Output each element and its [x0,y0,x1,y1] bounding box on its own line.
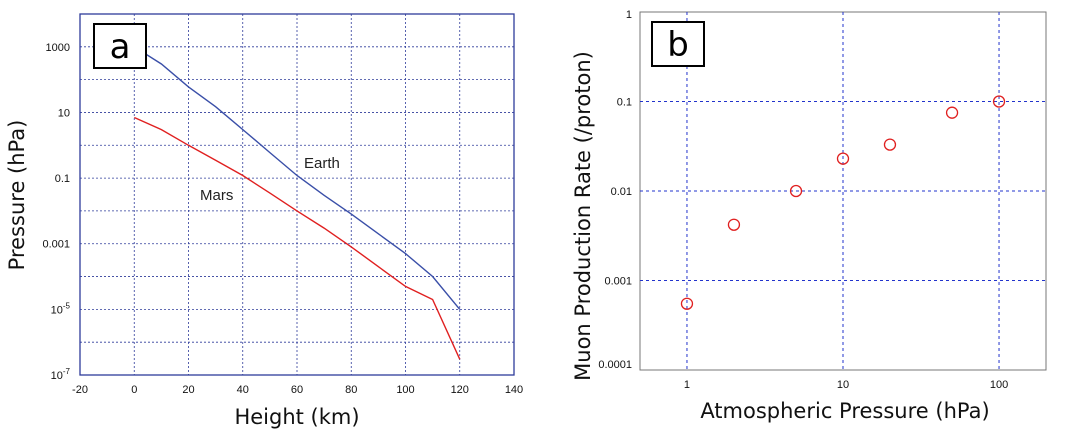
panel-a-y-tick-0-00001: 10-5 [51,301,71,316]
data-point-3 [789,184,803,198]
panel-a-y-tick-0-1: 0.1 [55,173,70,185]
panel-b-letter-box [651,21,705,67]
panel-a-y-axis-label: Pressure (hPa) [5,120,29,271]
panel-a-x-tick-labels: -20 0 20 40 60 80 100 120 140 [72,384,523,396]
data-point-4 [836,152,850,165]
panel-b-y-tick-0-01: 0.01 [611,186,632,198]
data-point-5 [883,138,897,151]
panel-a-y-tick-10: 10 [58,107,70,119]
panel-a-letter-box [93,23,147,69]
panel-b-chart: 1 10 100 1 0.1 0.01 0.001 0.0001 b Atmospheric… [571,9,1047,423]
mars-series-label: Mars [200,187,233,204]
panel-b-grid [640,12,1046,370]
panel-b-y-tick-0-1: 0.1 [617,97,632,109]
series-line-earth [133,46,461,310]
panel-b-x-tick-100: 100 [990,379,1008,391]
panel-b-x-tick-1: 1 [684,379,690,391]
panel-a-letter: a [110,27,131,67]
series-line-mars [134,116,461,360]
earth-series-label: Earth [304,155,340,172]
panel-a-x-tick-140: 140 [505,384,523,396]
panel-a-x-tick-20: -20 [72,384,88,396]
data-point-6 [945,106,959,119]
panel-b-x-axis-label: Atmospheric Pressure (hPa) [700,399,989,423]
panel-a-y-tick-labels: 1000 10 0.1 0.001 10-5 10-7 [42,42,70,382]
panel-a-chart: -20 0 20 40 60 80 100 120 140 1000 10 0.1 0.001 10-5… [5,13,523,429]
data-point-2 [727,218,741,231]
panel-b-y-tick-labels: 1 0.1 0.01 0.001 0.0001 [598,9,632,371]
data-point-7 [992,95,1006,108]
panel-a-x-tick-120: 120 [451,384,469,396]
panel-a-grid [80,14,514,375]
panel-b-y-axis-label: Muon Production Rate (/proton) [571,51,595,381]
panel-b-x-tick-labels: 1 10 100 [684,379,1008,391]
data-point-1 [680,297,694,310]
panel-b-y-tick-0-001: 0.001 [604,276,632,288]
panel-a-x-tick-100: 100 [396,384,414,396]
panel-b-x-tick-10: 10 [837,379,849,391]
panel-a-y-tick-0-001: 0.001 [42,239,70,251]
panel-b-letter: b [667,25,689,65]
panel-a-x-tick-0: 0 [131,384,137,396]
panel-a-y-tick-1000: 1000 [46,42,70,54]
panel-a-series [133,46,461,360]
panel-b-y-tick-1: 1 [626,9,632,21]
panel-a-x-tick-40: 40 [237,384,249,396]
panel-a-x-tick-20: 20 [182,384,194,396]
panel-b-data-points [680,95,1006,310]
panel-a-x-tick-80: 80 [345,384,357,396]
panel-a-x-tick-60: 60 [291,384,303,396]
panel-a-y-tick-1e-7: 10-7 [51,367,71,382]
panel-b-y-tick-0-0001: 0.0001 [598,359,632,371]
panel-a-x-axis-label: Height (km) [234,405,359,429]
